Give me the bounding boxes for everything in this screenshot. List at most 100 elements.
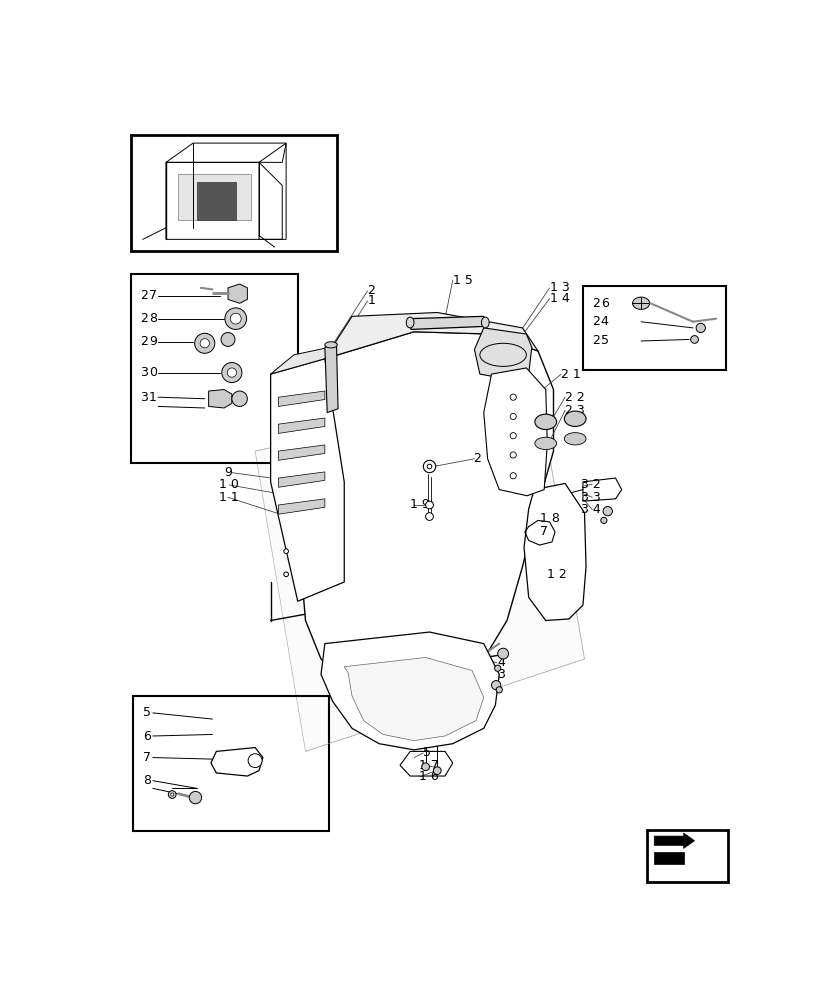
Bar bbox=[133, 696, 329, 831]
Text: 1 5: 1 5 bbox=[453, 274, 473, 287]
Polygon shape bbox=[255, 389, 585, 751]
Text: 3 3: 3 3 bbox=[582, 491, 602, 504]
Circle shape bbox=[510, 473, 517, 479]
Text: 6: 6 bbox=[601, 297, 609, 310]
Circle shape bbox=[496, 687, 503, 693]
Text: 5: 5 bbox=[601, 334, 609, 347]
Text: 2 2: 2 2 bbox=[565, 391, 585, 404]
Text: 1 4: 1 4 bbox=[550, 292, 569, 305]
Text: 1 3: 1 3 bbox=[550, 281, 569, 294]
Text: 5: 5 bbox=[423, 746, 431, 759]
Text: 9: 9 bbox=[149, 335, 156, 348]
Polygon shape bbox=[228, 284, 247, 303]
Circle shape bbox=[225, 308, 246, 329]
Text: 3: 3 bbox=[497, 668, 505, 681]
Circle shape bbox=[601, 517, 607, 523]
Polygon shape bbox=[279, 391, 324, 406]
Bar bbox=[583, 286, 726, 370]
Circle shape bbox=[492, 681, 501, 690]
Text: 2 3: 2 3 bbox=[565, 404, 585, 417]
Text: 3 4: 3 4 bbox=[582, 503, 602, 516]
Circle shape bbox=[422, 763, 429, 771]
Text: 1 2: 1 2 bbox=[547, 568, 567, 581]
Polygon shape bbox=[177, 174, 251, 220]
Text: 2 1: 2 1 bbox=[562, 368, 581, 381]
Text: 1 7: 1 7 bbox=[418, 759, 438, 772]
Circle shape bbox=[427, 464, 432, 469]
Text: 8: 8 bbox=[149, 312, 157, 325]
Circle shape bbox=[222, 363, 242, 383]
Polygon shape bbox=[344, 657, 483, 741]
Circle shape bbox=[494, 665, 501, 671]
Ellipse shape bbox=[535, 437, 557, 450]
Ellipse shape bbox=[480, 343, 527, 366]
Circle shape bbox=[230, 313, 241, 324]
Circle shape bbox=[426, 501, 433, 509]
Ellipse shape bbox=[632, 297, 650, 309]
Ellipse shape bbox=[324, 342, 337, 348]
Polygon shape bbox=[324, 312, 538, 359]
Text: 7: 7 bbox=[143, 751, 151, 764]
Polygon shape bbox=[197, 182, 235, 220]
Text: 2: 2 bbox=[592, 315, 600, 328]
Circle shape bbox=[510, 433, 517, 439]
Circle shape bbox=[248, 754, 262, 768]
Ellipse shape bbox=[406, 317, 414, 328]
Polygon shape bbox=[279, 472, 324, 487]
Circle shape bbox=[284, 572, 289, 577]
Polygon shape bbox=[410, 316, 485, 329]
Text: 1 9: 1 9 bbox=[410, 498, 430, 512]
Bar bbox=[654, 852, 684, 864]
Text: 1 6: 1 6 bbox=[418, 770, 438, 783]
Text: 3: 3 bbox=[141, 366, 148, 379]
Circle shape bbox=[696, 323, 706, 333]
Circle shape bbox=[510, 394, 517, 400]
Polygon shape bbox=[524, 483, 586, 620]
Circle shape bbox=[498, 648, 508, 659]
Text: 3: 3 bbox=[141, 391, 148, 404]
Circle shape bbox=[232, 391, 247, 406]
Circle shape bbox=[423, 460, 436, 473]
Text: 3 2: 3 2 bbox=[582, 478, 602, 491]
Polygon shape bbox=[483, 368, 547, 496]
Text: 1 1: 1 1 bbox=[219, 491, 239, 504]
Text: 2: 2 bbox=[368, 284, 375, 297]
Polygon shape bbox=[474, 328, 532, 382]
Circle shape bbox=[426, 513, 433, 520]
Polygon shape bbox=[209, 389, 232, 408]
Text: 2: 2 bbox=[141, 289, 148, 302]
Circle shape bbox=[603, 507, 612, 516]
Circle shape bbox=[433, 767, 441, 774]
Ellipse shape bbox=[535, 414, 557, 430]
Circle shape bbox=[168, 791, 176, 798]
Text: 2: 2 bbox=[592, 297, 600, 310]
Text: 4: 4 bbox=[601, 315, 609, 328]
Text: 6: 6 bbox=[143, 730, 151, 742]
Circle shape bbox=[171, 793, 174, 796]
Text: 2: 2 bbox=[141, 312, 148, 325]
Polygon shape bbox=[302, 332, 553, 694]
Text: 5: 5 bbox=[143, 706, 151, 719]
Circle shape bbox=[201, 339, 210, 348]
Text: 2 7: 2 7 bbox=[474, 452, 494, 465]
Circle shape bbox=[284, 549, 289, 554]
Circle shape bbox=[510, 413, 517, 420]
Text: 8: 8 bbox=[143, 774, 151, 787]
Ellipse shape bbox=[482, 317, 489, 328]
Bar bbox=[646, 830, 728, 882]
Text: 4: 4 bbox=[497, 656, 505, 669]
Text: 7: 7 bbox=[149, 289, 157, 302]
Circle shape bbox=[227, 368, 236, 377]
Text: 1: 1 bbox=[368, 294, 375, 307]
Ellipse shape bbox=[564, 411, 586, 426]
Polygon shape bbox=[279, 418, 324, 433]
Text: 0: 0 bbox=[149, 366, 157, 379]
Polygon shape bbox=[279, 499, 324, 514]
Polygon shape bbox=[321, 632, 499, 750]
Ellipse shape bbox=[564, 433, 586, 445]
Circle shape bbox=[195, 333, 215, 353]
Polygon shape bbox=[654, 833, 695, 848]
Circle shape bbox=[189, 791, 201, 804]
Text: 9: 9 bbox=[224, 466, 232, 479]
Circle shape bbox=[221, 333, 235, 346]
